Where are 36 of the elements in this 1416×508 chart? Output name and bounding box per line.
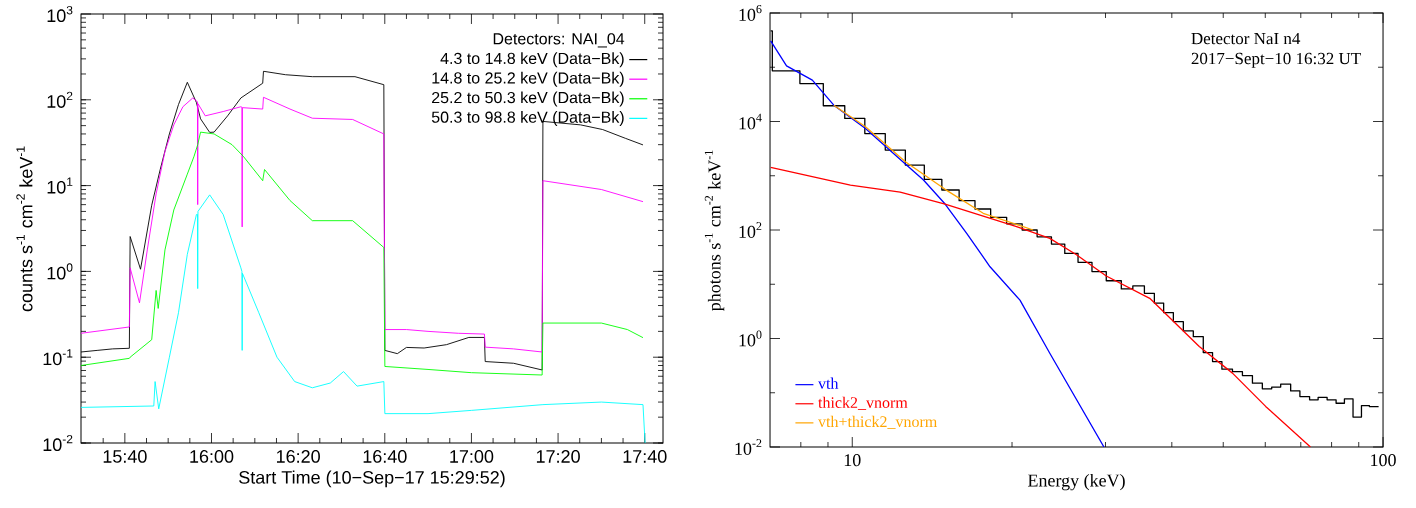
line-series (81, 131, 644, 376)
annotation: Detector NaI n4 (1191, 32, 1301, 45)
x-tick-label: 17:40 (623, 450, 667, 463)
y-axis-title: photons s$^{-1}$ cm$^{-2}$ keV$^{-1}$ (704, 150, 725, 311)
y-tick-label: 10$^{-2}$ (43, 434, 73, 452)
x-tick-label: 15:40 (103, 450, 147, 463)
x-axis-title: Energy (keV) (1027, 473, 1125, 491)
legend-label: 25.2 to 50.3 keV (Data−Bk) (432, 91, 624, 107)
legend-label: 14.8 to 25.2 keV (Data−Bk) (432, 71, 624, 87)
y-tick-label: 10$^{2}$ (739, 222, 762, 238)
legend-title: Detectors: NAI_04 (493, 33, 625, 48)
y-tick-label: 10$^{0}$ (739, 330, 762, 347)
y-tick-label: 10$^{2}$ (47, 91, 73, 108)
legend-label: thick2_vnorm (818, 396, 908, 410)
y-tick-label: 10$^{4}$ (739, 113, 762, 130)
x-axis-title: Start Time (10−Sep−17 15:29:52) (239, 470, 505, 488)
annotation: 2017−Sept−10 16:32 UT (1191, 52, 1361, 68)
x-tick-label: 16:40 (363, 450, 407, 463)
legend-label: 50.3 to 98.8 keV (Data−Bk) (431, 111, 624, 126)
y-axis-title: counts s$^{-1}$ cm$^{-2}$ keV$^{-1}$ (16, 146, 33, 312)
y-tick-label: 10$^{6}$ (739, 5, 762, 21)
x-tick-label: 16:00 (190, 450, 234, 463)
legend-label: vth+thick2_vnorm (818, 415, 938, 429)
y-tick-label: 10$^{3}$ (47, 5, 73, 23)
x-tick-label: 100 (1371, 454, 1396, 467)
x-tick-label: 17:20 (536, 450, 580, 463)
y-tick-label: 10$^{1}$ (47, 177, 73, 194)
line-series (81, 194, 646, 443)
legend-label: vth (818, 377, 839, 389)
y-tick-label: 10$^{-1}$ (43, 349, 73, 366)
y-tick-label: 10$^{0}$ (47, 263, 73, 280)
x-tick-label: 16:20 (276, 450, 320, 463)
x-tick-label: 17:00 (450, 450, 494, 463)
legend-label: 4.3 to 14.8 keV (Data−Bk) (440, 52, 624, 68)
x-tick-label: 10 (844, 454, 861, 467)
y-tick-label: 10$^{-2}$ (735, 439, 762, 455)
